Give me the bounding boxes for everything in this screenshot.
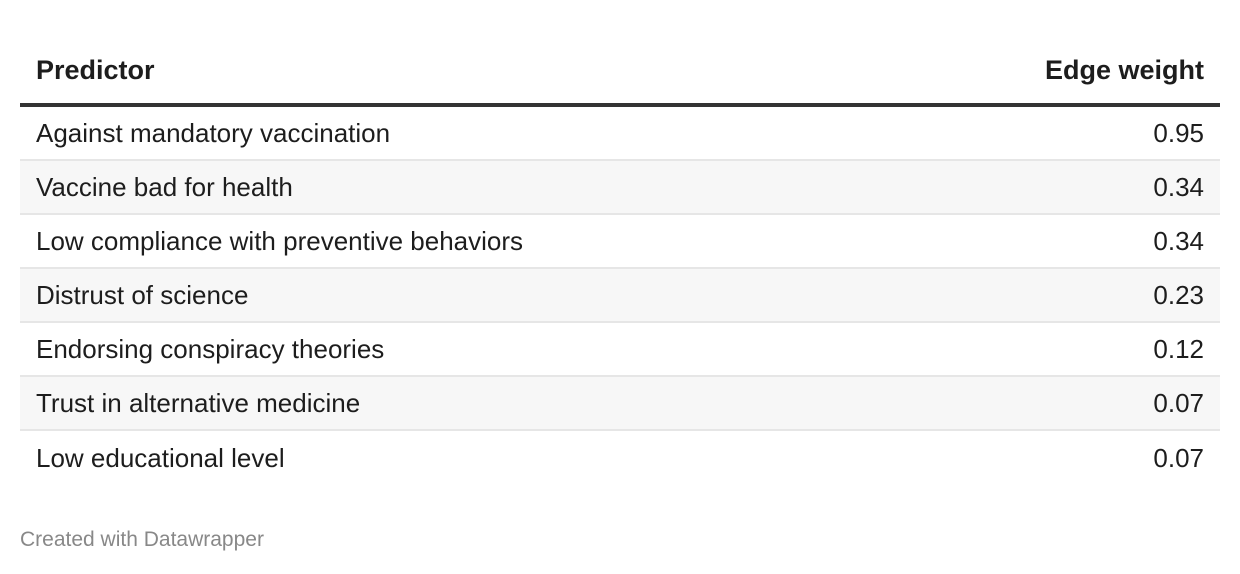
table-header: Predictor Edge weight <box>20 50 1220 107</box>
edge-weight-cell: 0.07 <box>1153 387 1204 418</box>
table-row: Against mandatory vaccination 0.95 <box>20 107 1220 161</box>
data-table: Predictor Edge weight Against mandatory … <box>20 50 1220 485</box>
predictor-cell: Trust in alternative medicine <box>36 387 361 418</box>
predictor-cell: Vaccine bad for health <box>36 171 293 202</box>
table-row: Low educational level 0.07 <box>20 431 1220 485</box>
edge-weight-cell: 0.34 <box>1153 171 1204 202</box>
predictor-cell: Against mandatory vaccination <box>36 117 391 148</box>
edge-weight-cell: 0.23 <box>1153 279 1204 310</box>
table-row: Low compliance with preventive behaviors… <box>20 215 1220 269</box>
predictor-cell: Low educational level <box>36 442 285 473</box>
datawrapper-credit: Created with Datawrapper <box>20 528 264 551</box>
table-row: Trust in alternative medicine 0.07 <box>20 377 1220 431</box>
table-body: Against mandatory vaccination 0.95 Vaccine… <box>20 107 1220 485</box>
edge-weight-cell: 0.07 <box>1153 442 1204 473</box>
column-header-edge-weight[interactable]: Edge weight <box>1044 55 1204 85</box>
predictor-cell: Low compliance with preventive behaviors <box>36 225 524 256</box>
table-row: Distrust of science 0.23 <box>20 269 1220 323</box>
edge-weight-cell: 0.95 <box>1153 117 1204 148</box>
table-row: Endorsing conspiracy theories 0.12 <box>20 323 1220 377</box>
predictor-cell: Distrust of science <box>36 279 249 310</box>
edge-weight-cell: 0.34 <box>1153 225 1204 256</box>
table-row: Vaccine bad for health 0.34 <box>20 161 1220 215</box>
column-header-predictor[interactable]: Predictor <box>36 55 155 85</box>
predictor-cell: Endorsing conspiracy theories <box>36 333 385 364</box>
edge-weight-cell: 0.12 <box>1153 333 1204 364</box>
